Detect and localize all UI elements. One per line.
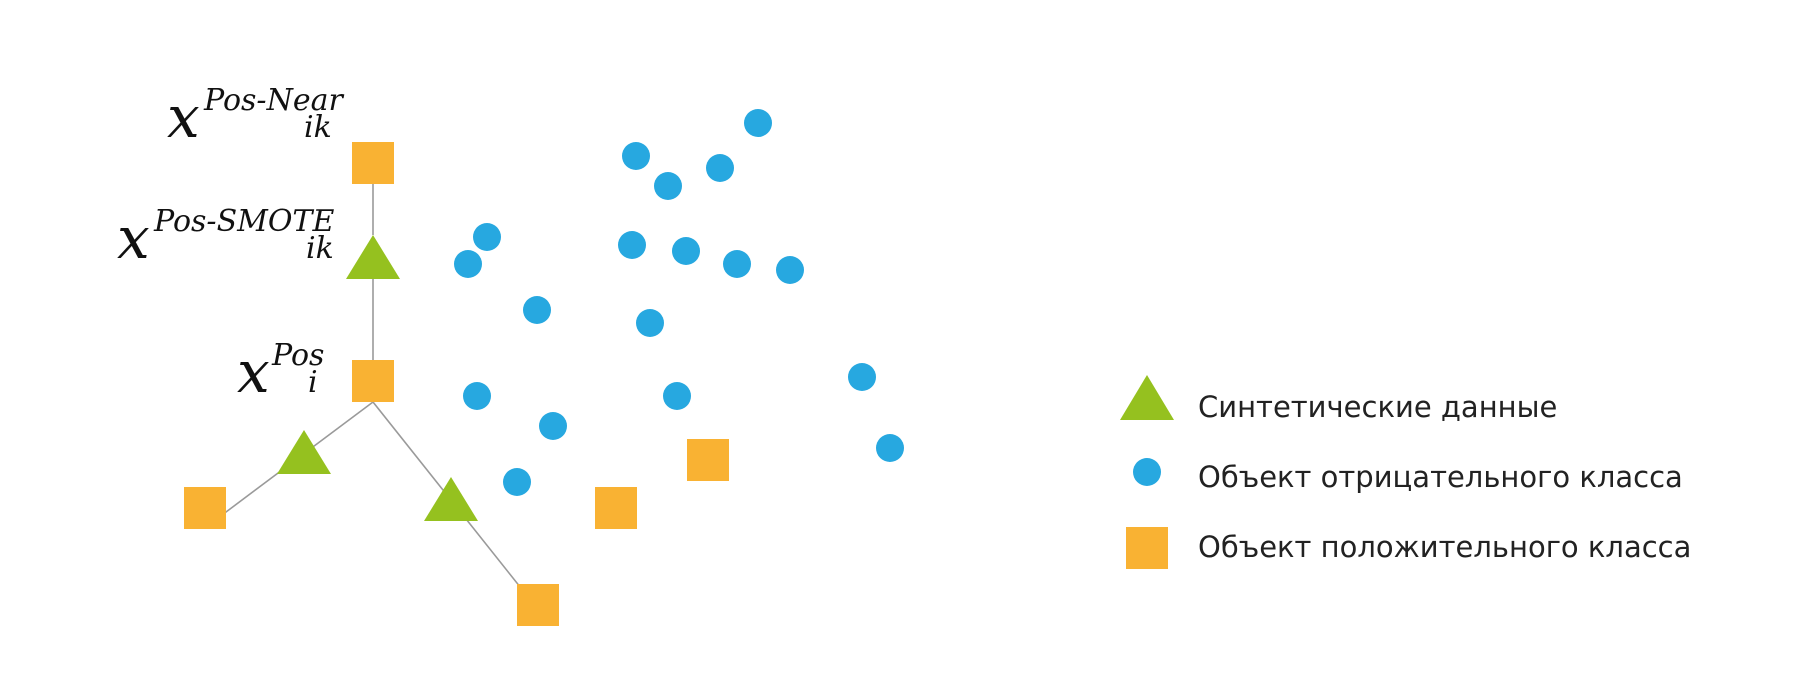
positive-point — [184, 487, 226, 529]
negative-point — [848, 363, 876, 391]
negative-point — [473, 223, 501, 251]
square-icon — [1126, 527, 1168, 569]
synthetic-point — [277, 430, 331, 474]
negative-point — [706, 154, 734, 182]
negative-point — [776, 256, 804, 284]
negative-point — [539, 412, 567, 440]
negative-point — [672, 237, 700, 265]
negative-point — [523, 296, 551, 324]
triangle-icon — [1120, 375, 1174, 420]
negative-point — [636, 309, 664, 337]
negative-point — [663, 382, 691, 410]
legend: Синтетические данные Объект отрицательно… — [1120, 375, 1691, 569]
negative-point — [463, 382, 491, 410]
negative-point — [744, 109, 772, 137]
synthetic-point — [346, 235, 400, 279]
positive-point — [352, 360, 394, 402]
negative-point — [454, 250, 482, 278]
positive-points — [184, 142, 729, 626]
positive-point — [352, 142, 394, 184]
negative-point — [503, 468, 531, 496]
positive-point — [687, 439, 729, 481]
label-pos-smote: x Pos-SMOTE ik — [117, 204, 339, 272]
negative-point — [618, 231, 646, 259]
legend-negative-label: Объект отрицательного класса — [1198, 460, 1683, 494]
positive-point — [517, 584, 559, 626]
negative-points — [454, 109, 904, 496]
synthetic-points — [277, 235, 478, 521]
circle-icon — [1133, 458, 1161, 486]
legend-synthetic-label: Синтетические данные — [1198, 390, 1557, 424]
negative-point — [723, 250, 751, 278]
negative-point — [876, 434, 904, 462]
negative-point — [622, 142, 650, 170]
legend-positive-label: Объект положительного класса — [1198, 530, 1691, 564]
label-pos: x Pos i — [237, 338, 330, 406]
synthetic-point — [424, 477, 478, 521]
negative-point — [654, 172, 682, 200]
label-pos-near: x Pos-Near ik — [167, 83, 348, 151]
positive-point — [595, 487, 637, 529]
